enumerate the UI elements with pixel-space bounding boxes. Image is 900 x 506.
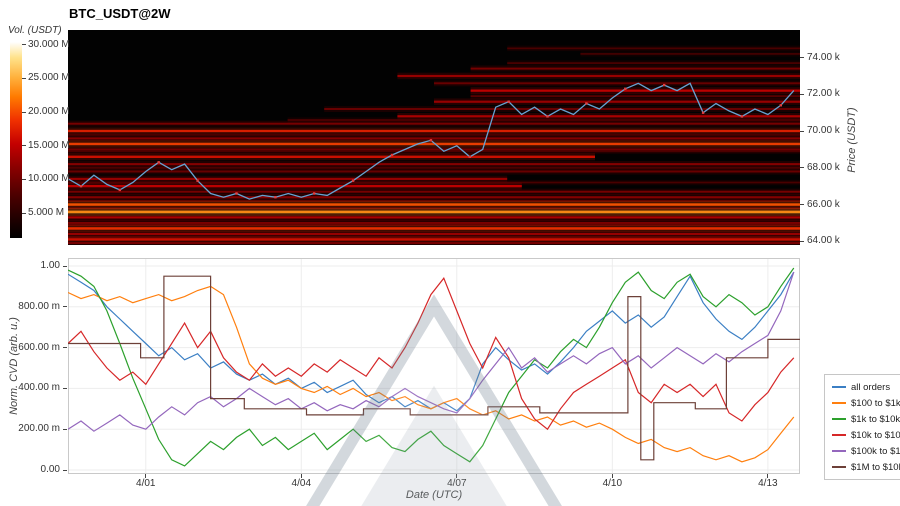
- legend-label: $1k to $10k: [851, 413, 900, 425]
- price-tick-mark: [800, 93, 804, 95]
- date-tick-mark: [300, 474, 302, 478]
- colorbar-tick-mark: [22, 77, 26, 79]
- legend-label: $10k to $100k: [851, 429, 900, 441]
- series-line--10k-to-100k: [68, 277, 795, 431]
- cvd-plot[interactable]: MATERIAL INDICATORS: [68, 258, 800, 506]
- cvd-tick-mark: [63, 387, 67, 389]
- legend-item[interactable]: $100k to $1M: [832, 443, 900, 459]
- cvd-axis-title: Norm. CVD (arb. u.): [8, 317, 20, 415]
- cvd-tick-label: 1.00: [40, 260, 60, 271]
- colorbar-tick-label: 25.000 M: [28, 72, 70, 84]
- volume-colorbar: [10, 42, 22, 238]
- cvd-tick-mark: [63, 428, 67, 430]
- date-tick-label: 4/10: [602, 478, 623, 489]
- colorbar-tick-label: 20.000 M: [28, 106, 70, 118]
- legend-swatch: [832, 402, 846, 404]
- cvd-tick-label: 800.00 m: [18, 300, 60, 312]
- legend-label: $100 to $1k: [851, 397, 900, 409]
- legend-label: $1M to $10M: [851, 461, 900, 473]
- cvd-tick-label: 0.00: [40, 464, 60, 475]
- legend-swatch: [832, 434, 846, 436]
- cvd-tick-label: 400.00 m: [18, 382, 60, 394]
- legend-swatch: [832, 466, 846, 468]
- legend-item[interactable]: $1k to $10k: [832, 411, 900, 427]
- legend-item[interactable]: $1M to $10M: [832, 459, 900, 475]
- price-tick-label: 66.00 k: [807, 198, 840, 210]
- price-tick-mark: [800, 130, 804, 132]
- colorbar-tick-label: 5.000 M: [28, 207, 65, 219]
- cvd-tick-label: 200.00 m: [18, 423, 60, 435]
- date-axis-title: Date (UTC): [405, 489, 463, 501]
- date-tick-mark: [767, 474, 769, 478]
- colorbar-tick-mark: [22, 178, 26, 180]
- price-tick-label: 68.00 k: [807, 161, 840, 173]
- price-tick-mark: [800, 240, 804, 242]
- price-axis-title: Price (USDT): [846, 107, 858, 173]
- legend-swatch: [832, 450, 846, 452]
- colorbar-tick-label: 30.000 M: [28, 38, 70, 50]
- date-tick-mark: [611, 474, 613, 478]
- cvd-tick-mark: [63, 347, 67, 349]
- price-tick-mark: [800, 57, 804, 59]
- price-tick-label: 72.00 k: [807, 88, 840, 100]
- series-line--1m-to-10m: [68, 275, 800, 461]
- colorbar-tick-mark: [22, 145, 26, 147]
- legend-swatch: [832, 386, 846, 388]
- cvd-tick-mark: [63, 469, 67, 471]
- date-tick-label: 4/01: [136, 478, 156, 489]
- cvd-tick-mark: [63, 265, 67, 267]
- colorbar-tick-label: 15.000 M: [28, 139, 70, 151]
- legend-item[interactable]: $100 to $1k: [832, 395, 900, 411]
- cvd-tick-label: 600.00 m: [18, 341, 60, 353]
- price-tick-mark: [800, 204, 804, 206]
- series-line--100k-to-1m: [68, 271, 795, 432]
- colorbar-title: Vol. (USDT): [8, 25, 62, 36]
- series-line--100-to-1k: [68, 285, 795, 463]
- colorbar-tick-mark: [22, 44, 26, 46]
- legend-label: $100k to $1M: [851, 445, 900, 457]
- cvd-canvas: [68, 258, 800, 474]
- legend-item[interactable]: $10k to $100k: [832, 427, 900, 443]
- date-tick-label: 4/13: [758, 478, 778, 489]
- heatmap-canvas: [68, 45, 800, 245]
- price-tick-mark: [800, 167, 804, 169]
- price-tick-label: 64.00 k: [807, 235, 840, 247]
- legend-label: all orders: [851, 381, 891, 393]
- legend: all orders $100 to $1k $1k to $10k $10k to …: [824, 374, 900, 480]
- date-tick-label: 4/07: [447, 478, 467, 489]
- series-line--1k-to-10k: [68, 267, 795, 467]
- legend-swatch: [832, 418, 846, 420]
- date-tick-mark: [456, 474, 458, 478]
- colorbar-tick-mark: [22, 111, 26, 113]
- series-line-all-orders: [68, 271, 795, 412]
- liquidity-heatmap-plot[interactable]: [68, 30, 800, 245]
- date-tick-label: 4/04: [291, 478, 312, 489]
- price-tick-label: 70.00 k: [807, 125, 840, 137]
- colorbar-tick-label: 10.000 M: [28, 173, 70, 185]
- legend-item[interactable]: all orders: [832, 379, 900, 395]
- chart-title: BTC_USDT@2W: [69, 6, 171, 21]
- date-tick-mark: [145, 474, 147, 478]
- price-tick-label: 74.00 k: [807, 51, 840, 63]
- colorbar-tick-mark: [22, 212, 26, 214]
- cvd-tick-mark: [63, 306, 67, 308]
